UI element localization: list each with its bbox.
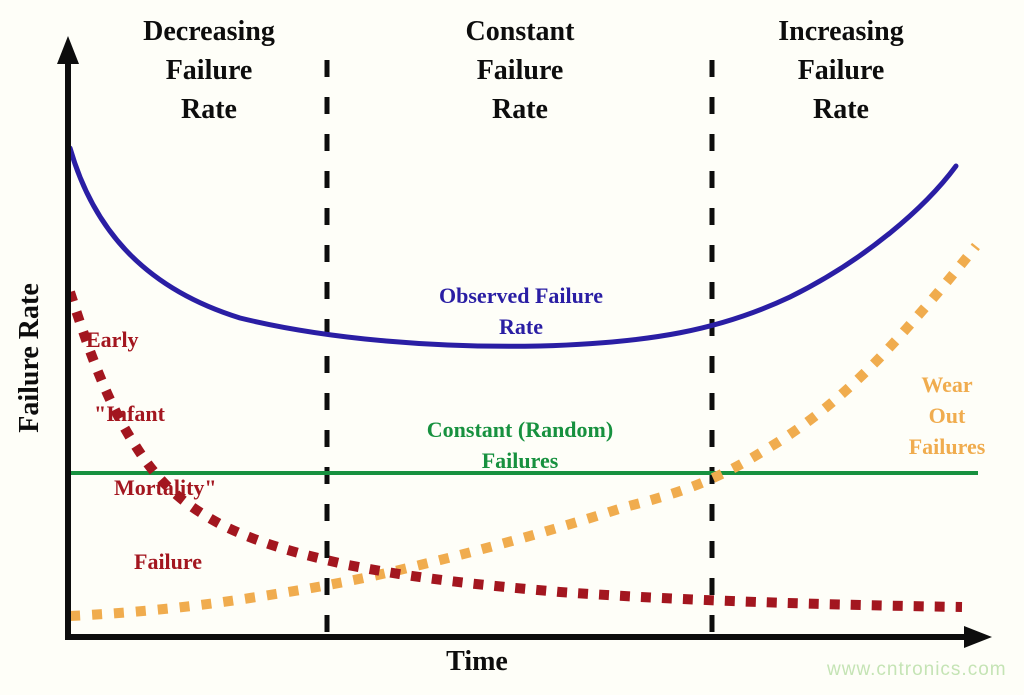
wear-out-failures-curve — [69, 242, 980, 621]
infant-label-line-4: Failure — [134, 549, 203, 574]
region-label-constant-failure-rate: Constant Failure Rate — [465, 16, 575, 125]
y-axis-title: Failure Rate — [14, 283, 45, 433]
infant-label-line-3: Mortality" — [114, 475, 217, 500]
wear-out-failures-label: Wear Out Failures — [908, 372, 986, 459]
watermark-url-text: www.cntronics.com — [827, 659, 1007, 680]
infant-label-line-1: Early — [86, 327, 139, 352]
region-label-decreasing-failure-rate: Decreasing Failure Rate — [143, 16, 275, 125]
x-axis-arrowhead-icon — [964, 626, 992, 648]
observed-failure-rate-label: Observed Failure Rate — [439, 283, 603, 339]
infant-mortality-failure-curve — [65, 290, 963, 612]
y-axis-arrowhead-icon — [57, 36, 79, 64]
observed-failure-rate-curve — [67, 145, 959, 349]
constant-random-failures-label: Constant (Random) Failures — [426, 417, 614, 473]
infant-mortality-curve-label: Early "Infant Mortality" Failure — [86, 284, 217, 617]
x-axis-title: Time — [446, 646, 508, 677]
region-label-increasing-failure-rate: Increasing Failure Rate — [778, 16, 904, 125]
infant-label-line-2: "Infant — [94, 401, 165, 426]
